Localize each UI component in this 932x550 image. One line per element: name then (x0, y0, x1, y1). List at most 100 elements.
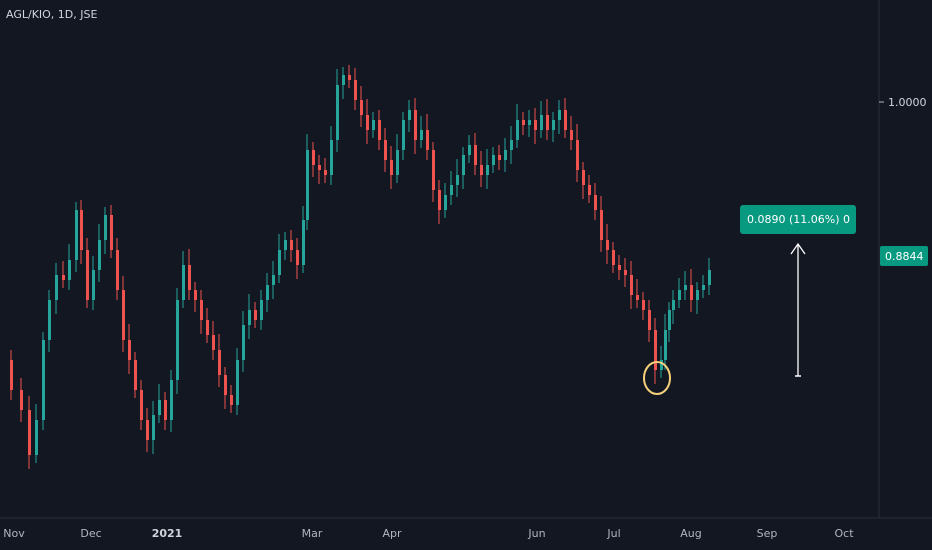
candle-body (236, 360, 239, 405)
candle-body (708, 270, 711, 285)
candle-body (242, 325, 245, 360)
candle-body (348, 75, 351, 80)
candle-body (75, 210, 78, 260)
candle-body (230, 395, 233, 405)
candle-body (558, 110, 561, 120)
candles-group (10, 65, 711, 469)
candle-body (456, 175, 459, 185)
candle-body (420, 130, 423, 140)
time-label-oct: Oct (834, 527, 854, 540)
candle-body (660, 360, 663, 370)
candle-body (360, 100, 363, 115)
candle-body (116, 250, 119, 290)
candle-body (498, 155, 501, 160)
candle-body (564, 110, 567, 130)
candle-body (158, 400, 161, 415)
highlight-ellipse[interactable] (643, 361, 671, 395)
candle-body (318, 165, 321, 170)
candle-body (28, 410, 31, 455)
time-label-mar: Mar (302, 527, 323, 540)
candle-body (110, 215, 113, 250)
candle-body (20, 390, 23, 410)
candle-body (104, 215, 107, 240)
candle-body (444, 195, 447, 210)
candle-body (450, 185, 453, 195)
candle-body (254, 310, 257, 320)
candle-body (642, 300, 645, 310)
candle-body (42, 340, 45, 420)
candle-body (146, 420, 149, 440)
candle-body (696, 290, 699, 300)
candle-body (86, 250, 89, 300)
candle-body (80, 210, 83, 250)
candle-body (504, 150, 507, 160)
candle-body (336, 85, 339, 140)
candle-body (684, 285, 687, 290)
candle-body (312, 150, 315, 165)
candle-body (678, 290, 681, 300)
candle-body (278, 250, 281, 275)
candle-body (324, 170, 327, 175)
candle-body (582, 170, 585, 185)
candle-body (432, 150, 435, 190)
candle-body (576, 140, 579, 170)
time-label-jun: Jun (527, 527, 545, 540)
candle-body (648, 310, 651, 330)
candle-body (630, 275, 633, 295)
candle-body (290, 240, 293, 250)
candle-body (396, 150, 399, 175)
candle-body (546, 115, 549, 130)
last-price-label: 0.8844 (885, 250, 924, 263)
candle-body (570, 130, 573, 140)
candle-body (552, 120, 555, 130)
candle-body (438, 190, 441, 210)
candle-body (206, 320, 209, 335)
candle-body (140, 390, 143, 420)
candle-body (194, 290, 197, 300)
candle-body (474, 145, 477, 165)
chart-title: AGL/KIO, 1D, JSE (6, 8, 98, 21)
candle-body (134, 360, 137, 390)
candle-body (224, 375, 227, 395)
candle-body (606, 240, 609, 250)
candle-body (664, 330, 667, 360)
candle-body (540, 115, 543, 130)
candle-body (182, 265, 185, 300)
candle-body (468, 145, 471, 155)
candle-body (188, 265, 191, 290)
candle-body (92, 270, 95, 300)
candle-body (68, 260, 71, 280)
candle-body (618, 265, 621, 270)
candle-body (330, 140, 333, 175)
candle-body (354, 80, 357, 100)
time-label-nov: Nov (3, 527, 25, 540)
candle-body (594, 195, 597, 210)
candle-body (170, 380, 173, 420)
measure-label-box[interactable] (740, 205, 856, 234)
candle-body (152, 415, 155, 440)
last-price-tag (880, 246, 928, 266)
candle-body (164, 400, 167, 420)
candle-body (528, 120, 531, 125)
time-label-apr: Apr (382, 527, 402, 540)
candle-body (636, 295, 639, 300)
candle-body (372, 120, 375, 130)
candle-body (62, 275, 65, 280)
candle-body (522, 120, 525, 125)
candle-body (302, 220, 305, 265)
candle-body (534, 120, 537, 130)
candle-body (702, 285, 705, 290)
candle-body (612, 250, 615, 265)
candle-body (366, 115, 369, 130)
candle-body (284, 240, 287, 250)
candle-body (480, 165, 483, 175)
candle-body (35, 420, 38, 455)
candle-body (55, 275, 58, 300)
candle-body (384, 140, 387, 160)
candle-body (378, 120, 381, 140)
candle-body (248, 310, 251, 325)
candle-body (402, 120, 405, 150)
candle-body (306, 150, 309, 220)
candle-body (98, 240, 101, 270)
